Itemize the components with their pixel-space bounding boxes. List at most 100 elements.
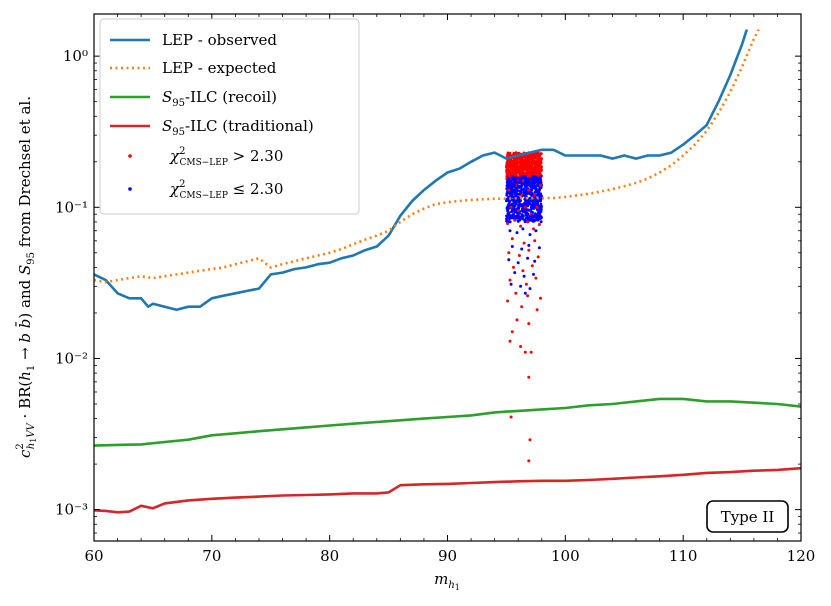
scatter-point-allowed bbox=[509, 193, 513, 197]
legend-label-observed: LEP - observed bbox=[162, 31, 277, 49]
band-point-allowed bbox=[523, 191, 527, 195]
band-point-allowed bbox=[521, 176, 524, 179]
scatter-point-excluded bbox=[517, 160, 521, 164]
band-point-allowed bbox=[527, 209, 531, 212]
scatter-point-excluded bbox=[520, 193, 524, 197]
band-point-allowed bbox=[508, 181, 512, 185]
scatter-point-allowed bbox=[507, 179, 511, 183]
scatter-point-allowed bbox=[519, 284, 523, 288]
scatter-point-allowed bbox=[532, 179, 535, 183]
band-point-excluded bbox=[518, 165, 521, 169]
scatter-point-excluded bbox=[510, 330, 514, 334]
band-point-allowed bbox=[534, 218, 538, 221]
scatter-point-allowed bbox=[513, 271, 517, 275]
scatter-point-allowed bbox=[528, 287, 532, 291]
scatter-point-allowed bbox=[517, 216, 521, 220]
legend-marker-excluded bbox=[128, 154, 132, 158]
scatter-point-excluded bbox=[512, 163, 515, 167]
scatter-point-allowed bbox=[532, 272, 535, 276]
band-point-allowed bbox=[538, 178, 542, 182]
y-axis-label: c2h1VV · BR(h1 → b b̄) and S95 from Drec… bbox=[15, 96, 38, 458]
band-point-allowed bbox=[510, 175, 514, 179]
band-point-excluded bbox=[519, 157, 523, 161]
scatter-point-excluded bbox=[524, 167, 528, 171]
scatter-point-excluded bbox=[517, 254, 521, 257]
band-point-allowed bbox=[538, 176, 542, 180]
band-point-allowed bbox=[517, 204, 520, 207]
legend-label-allowed: χ2 CMS−LEP ≤ 2.30 bbox=[169, 179, 283, 201]
scatter-point-excluded bbox=[512, 265, 515, 269]
band-point-allowed bbox=[528, 192, 531, 196]
band-point-allowed bbox=[523, 187, 526, 191]
band-point-excluded bbox=[520, 161, 524, 164]
scatter-point-excluded bbox=[523, 350, 527, 354]
scatter-point-excluded bbox=[527, 375, 531, 379]
band-point-allowed bbox=[535, 178, 539, 182]
scatter-point-allowed bbox=[526, 256, 530, 260]
series-line-traditional bbox=[94, 466, 801, 514]
band-point-allowed bbox=[532, 206, 536, 210]
type-annotation-frame bbox=[706, 500, 789, 533]
scatter-point-allowed bbox=[530, 214, 534, 218]
scatter-point-allowed bbox=[523, 291, 527, 295]
scatter-point-excluded bbox=[509, 415, 513, 419]
band-point-allowed bbox=[505, 181, 509, 185]
scatter-point-excluded bbox=[514, 291, 518, 295]
band-point-excluded bbox=[508, 168, 511, 172]
series-line-observed bbox=[94, 29, 749, 312]
band-point-excluded bbox=[528, 165, 532, 169]
scatter-point-excluded bbox=[528, 438, 532, 442]
band-point-excluded bbox=[522, 163, 525, 166]
band-point-allowed bbox=[510, 184, 514, 188]
band-point-excluded bbox=[528, 160, 532, 164]
band-point-excluded bbox=[534, 162, 537, 165]
scatter-point-excluded bbox=[506, 222, 510, 226]
x-tick-label: 70 bbox=[202, 547, 221, 565]
band-point-allowed bbox=[509, 216, 513, 220]
scatter-point-excluded bbox=[527, 322, 531, 326]
band-point-allowed bbox=[534, 200, 538, 204]
scatter-point-excluded bbox=[539, 296, 543, 300]
type-annotation-label: Type II bbox=[721, 508, 775, 526]
scatter-point-allowed bbox=[515, 231, 519, 235]
scatter-point-excluded bbox=[526, 294, 530, 298]
band-point-allowed bbox=[539, 186, 543, 190]
scatter-point-excluded bbox=[513, 218, 517, 222]
band-point-allowed bbox=[512, 207, 516, 211]
scatter-point-allowed bbox=[527, 243, 531, 247]
band-point-allowed bbox=[540, 205, 543, 208]
band-point-allowed bbox=[532, 218, 536, 222]
scatter-point-excluded bbox=[524, 282, 528, 286]
band-point-excluded bbox=[510, 166, 514, 170]
band-point-allowed bbox=[514, 201, 517, 204]
scatter-point-excluded bbox=[522, 241, 526, 245]
scatter-point-allowed bbox=[513, 183, 517, 187]
scatter-point-excluded bbox=[530, 264, 534, 268]
scatter-point-excluded bbox=[521, 269, 525, 273]
scatter-point-excluded bbox=[508, 339, 512, 343]
scatter-point-excluded bbox=[537, 223, 541, 226]
scatter-point-excluded bbox=[536, 255, 540, 259]
band-point-excluded bbox=[538, 155, 541, 159]
scatter-point-excluded bbox=[515, 171, 519, 174]
band-point-allowed bbox=[506, 183, 509, 187]
band-point-allowed bbox=[509, 203, 513, 207]
scatter-point-allowed bbox=[522, 274, 526, 278]
band-point-allowed bbox=[533, 191, 537, 194]
x-tick-label: 100 bbox=[551, 547, 580, 565]
scatter-point-allowed bbox=[512, 212, 515, 216]
legend-marker-allowed bbox=[128, 187, 132, 191]
legend-label-recoil: S95-ILC (recoil) bbox=[162, 88, 277, 109]
band-point-allowed bbox=[524, 200, 527, 204]
scatter-point-excluded bbox=[527, 459, 531, 463]
plot-content bbox=[94, 28, 801, 514]
band-point-excluded bbox=[519, 171, 523, 175]
band-point-excluded bbox=[505, 162, 509, 165]
scatter-point-allowed bbox=[526, 183, 530, 187]
x-tick-label: 110 bbox=[669, 547, 698, 565]
scatter-point-allowed bbox=[537, 188, 541, 192]
scatter-point-excluded bbox=[532, 227, 535, 231]
band-point-allowed bbox=[520, 213, 524, 216]
scatter-point-allowed bbox=[522, 193, 526, 197]
